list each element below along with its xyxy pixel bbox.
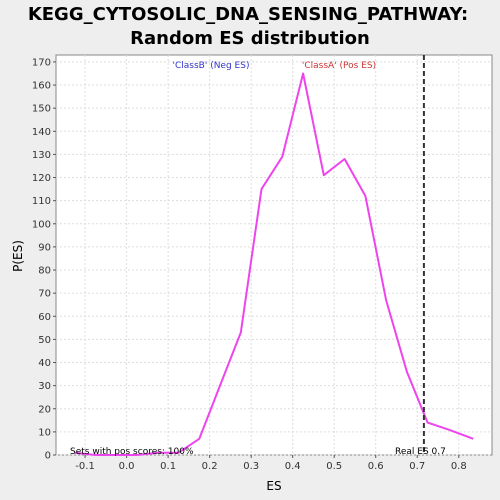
grid bbox=[56, 55, 492, 456]
x-tick-label: 0.1 bbox=[160, 461, 176, 472]
y-tick-label: 160 bbox=[32, 81, 51, 92]
chart-title-line-1: KEGG_CYTOSOLIC_DNA_SENSING_PATHWAY: bbox=[28, 4, 468, 25]
y-axis: 0 10 20 30 40 50 60 70 80 90 100 110 120 130 140 150 160… bbox=[32, 57, 56, 462]
y-tick-label: 170 bbox=[32, 57, 51, 68]
y-tick-label: 40 bbox=[38, 358, 51, 369]
y-tick-label: 60 bbox=[38, 312, 51, 323]
y-tick-label: 10 bbox=[38, 427, 51, 438]
y-tick-label: 150 bbox=[32, 104, 51, 115]
x-tick-label: 0.2 bbox=[202, 461, 218, 472]
chart-title-line-2: Random ES distribution bbox=[130, 28, 370, 49]
x-tick-label: 0.6 bbox=[368, 461, 384, 472]
y-tick-label: 70 bbox=[38, 289, 51, 300]
x-tick-label: 0.7 bbox=[409, 461, 425, 472]
x-tick-label: 0.4 bbox=[285, 461, 301, 472]
x-tick-label: 0.3 bbox=[243, 461, 259, 472]
y-tick-label: 130 bbox=[32, 150, 51, 161]
y-tick-label: 100 bbox=[32, 219, 51, 230]
y-tick-label: 30 bbox=[38, 381, 51, 392]
y-tick-label: 80 bbox=[38, 266, 51, 277]
y-tick-label: 0 bbox=[45, 451, 51, 462]
x-tick-label: 0.8 bbox=[451, 461, 467, 472]
real-es-label: Real ES 0.7 bbox=[395, 447, 446, 457]
pos-scores-note: Sets with pos scores: 100% bbox=[70, 447, 194, 457]
x-axis: -0.1 0.0 0.1 0.2 0.3 0.4 0.5 0.6 0.7 0.8 bbox=[75, 455, 467, 472]
neg-es-label: 'ClassB' (Neg ES) bbox=[173, 61, 250, 71]
x-axis-label: ES bbox=[266, 479, 281, 493]
y-tick-label: 90 bbox=[38, 242, 51, 253]
plot-area bbox=[55, 54, 493, 456]
y-tick-label: 140 bbox=[32, 127, 51, 138]
y-tick-label: 120 bbox=[32, 173, 51, 184]
x-tick-label: 0.0 bbox=[119, 461, 135, 472]
y-tick-label: 50 bbox=[38, 335, 51, 346]
series-group bbox=[74, 72, 474, 456]
pos-es-label: 'ClassA' (Pos ES) bbox=[302, 61, 376, 71]
x-tick-label: -0.1 bbox=[75, 461, 95, 472]
y-tick-label: 20 bbox=[38, 404, 51, 415]
y-tick-label: 110 bbox=[32, 196, 51, 207]
x-tick-label: 0.5 bbox=[326, 461, 342, 472]
y-axis-label: P(ES) bbox=[11, 240, 25, 272]
es-distribution-line bbox=[74, 72, 474, 456]
